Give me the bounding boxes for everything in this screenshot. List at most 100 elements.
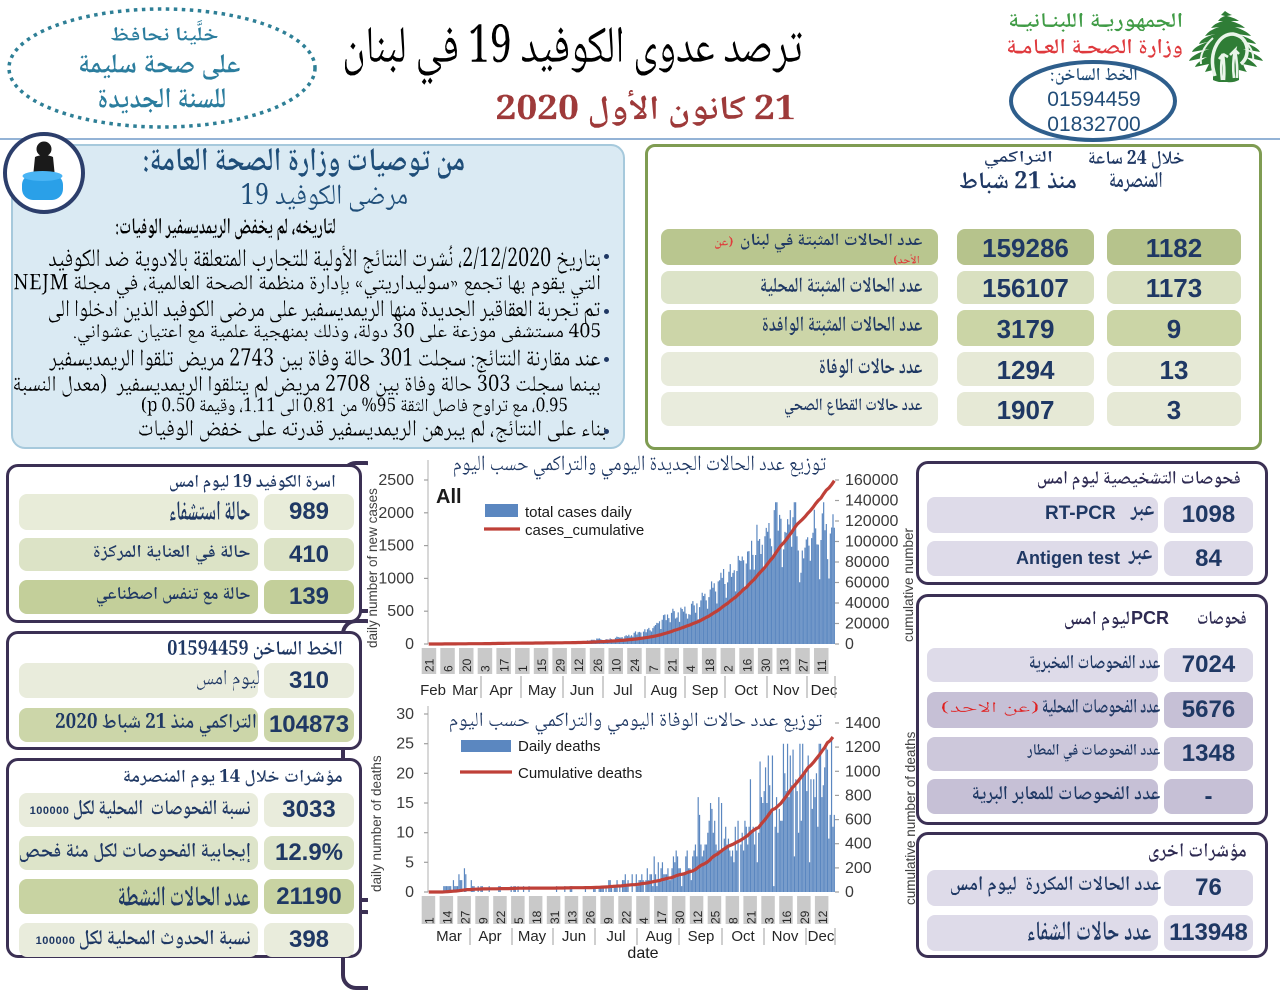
svg-text:All: All [436,486,462,508]
svg-text:Oct: Oct [734,682,758,699]
svg-text:10: 10 [396,825,414,842]
svg-text:30: 30 [759,658,773,672]
svg-text:2000: 2000 [378,505,414,522]
svg-text:100000: 100000 [845,534,898,551]
svg-text:30: 30 [673,910,687,924]
svg-text:15: 15 [535,658,549,672]
svg-text:Aug: Aug [651,682,678,699]
svg-text:26: 26 [584,910,598,924]
svg-text:2: 2 [722,665,736,672]
svg-text:25: 25 [396,736,414,753]
svg-text:16: 16 [740,658,754,672]
svg-text:160000: 160000 [845,472,898,489]
svg-text:Oct: Oct [731,928,755,945]
svg-text:80000: 80000 [845,554,890,571]
svg-text:60000: 60000 [845,575,890,592]
svg-text:18: 18 [530,910,544,924]
svg-text:40000: 40000 [845,595,890,612]
svg-text:Mar: Mar [436,928,462,945]
svg-text:31: 31 [548,910,562,924]
svg-text:2500: 2500 [378,472,414,489]
svg-text:600: 600 [845,812,872,829]
svg-text:5: 5 [405,854,414,871]
svg-text:120000: 120000 [845,513,898,530]
svg-text:0: 0 [405,884,414,901]
svg-text:13: 13 [778,658,792,672]
svg-text:3: 3 [479,665,493,672]
svg-text:17: 17 [497,658,511,672]
svg-text:6: 6 [441,665,455,672]
svg-text:27: 27 [796,658,810,672]
svg-text:20: 20 [396,765,414,782]
svg-text:24: 24 [628,658,642,672]
svg-text:May: May [518,928,547,945]
svg-text:29: 29 [553,658,567,672]
svg-text:Jun: Jun [562,928,586,945]
svg-text:10: 10 [610,658,624,672]
svg-text:11: 11 [815,659,829,672]
svg-text:Mar: Mar [452,682,478,699]
svg-text:200: 200 [845,860,872,877]
svg-text:Daily deaths: Daily deaths [518,738,601,755]
svg-text:1200: 1200 [845,739,881,756]
svg-text:21: 21 [744,910,758,924]
svg-text:8: 8 [727,917,741,924]
svg-text:cases_cumulative: cases_cumulative [525,522,644,539]
svg-text:22: 22 [619,910,633,924]
svg-text:9: 9 [476,917,490,924]
svg-text:Sep: Sep [688,928,715,945]
svg-text:Aug: Aug [646,928,673,945]
svg-text:26: 26 [591,658,605,672]
svg-text:500: 500 [387,603,414,620]
svg-text:22: 22 [494,910,508,924]
svg-text:15: 15 [396,795,414,812]
svg-text:Jun: Jun [570,682,594,699]
svg-text:4: 4 [637,917,651,924]
svg-text:5: 5 [512,917,526,924]
svg-text:date: date [627,945,658,960]
svg-text:25: 25 [709,910,723,924]
svg-text:1: 1 [423,917,437,924]
svg-text:May: May [528,682,557,699]
svg-text:Nov: Nov [772,928,799,945]
svg-text:0: 0 [845,884,854,901]
svg-text:1400: 1400 [845,715,881,732]
svg-text:Nov: Nov [773,682,800,699]
svg-text:Jul: Jul [613,682,632,699]
svg-text:14: 14 [441,910,455,924]
svg-text:21: 21 [666,658,680,672]
svg-text:Dec: Dec [808,928,835,945]
svg-text:1500: 1500 [378,538,414,555]
svg-text:9: 9 [601,917,615,924]
svg-text:12: 12 [816,910,830,924]
svg-text:1: 1 [516,665,530,672]
svg-text:Apr: Apr [478,928,501,945]
svg-text:7: 7 [647,665,661,672]
svg-text:Sep: Sep [692,682,719,699]
svg-text:0: 0 [845,636,854,653]
svg-text:0: 0 [405,636,414,653]
svg-text:17: 17 [655,910,669,924]
svg-text:30: 30 [396,706,414,723]
svg-text:20000: 20000 [845,616,890,633]
svg-text:3: 3 [762,917,776,924]
svg-text:Feb: Feb [420,682,446,699]
svg-text:13: 13 [566,910,580,924]
svg-text:Jul: Jul [606,928,625,945]
svg-text:4: 4 [684,665,698,672]
svg-text:Dec: Dec [811,682,838,699]
svg-text:18: 18 [703,658,717,672]
svg-text:12: 12 [572,658,586,672]
svg-text:29: 29 [798,910,812,924]
svg-text:800: 800 [845,787,872,804]
svg-text:1000: 1000 [378,570,414,587]
svg-text:140000: 140000 [845,493,898,510]
svg-text:20: 20 [460,658,474,672]
svg-text:12: 12 [691,910,705,924]
svg-text:Apr: Apr [489,682,512,699]
svg-text:21: 21 [423,658,437,672]
svg-text:16: 16 [780,910,794,924]
svg-text:27: 27 [458,910,472,924]
svg-text:Cumulative deaths: Cumulative deaths [518,765,642,782]
svg-text:total cases daily: total cases daily [525,504,632,521]
